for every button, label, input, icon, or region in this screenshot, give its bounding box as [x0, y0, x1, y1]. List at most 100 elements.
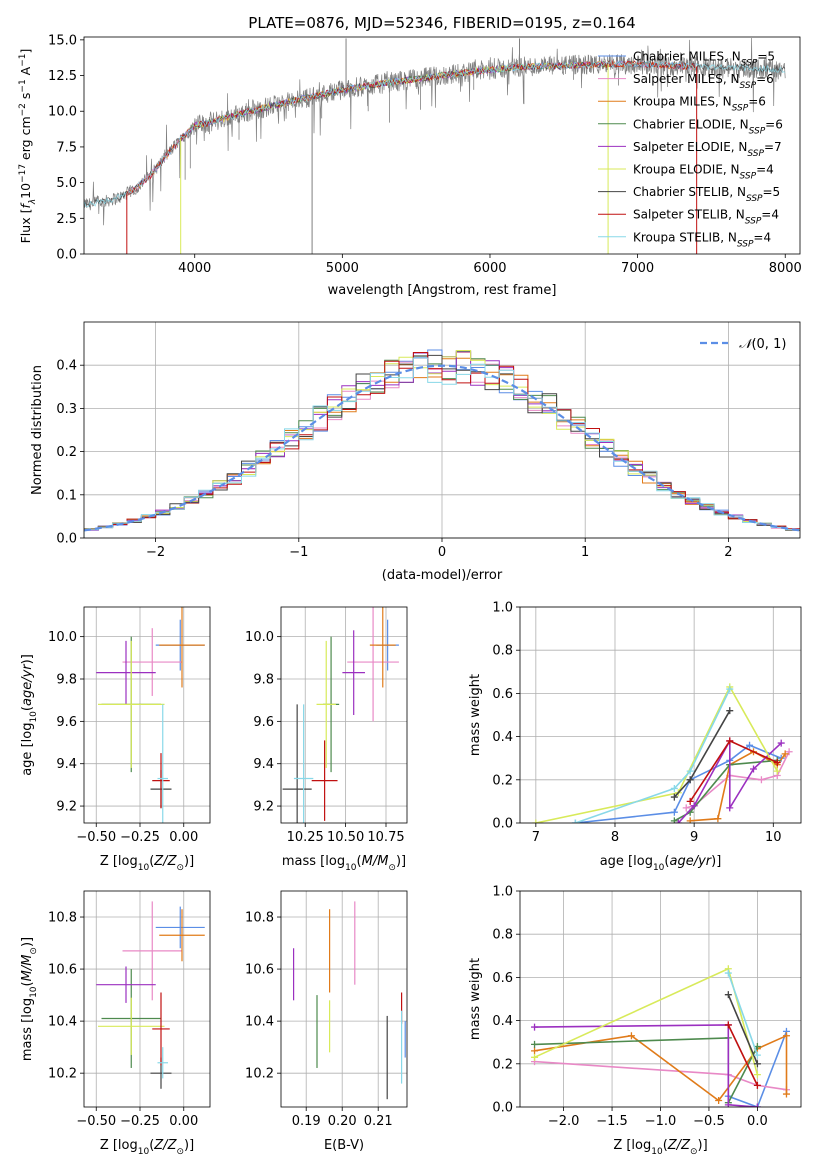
- x-tick-label: 8: [611, 830, 619, 845]
- axes-frame: [83, 36, 801, 255]
- text-part: Z [log: [613, 1138, 651, 1153]
- y-axis-label: Normed distribution: [30, 365, 45, 495]
- y-tick-label: 10.6: [245, 963, 274, 978]
- text-part: Chabrier ELODIE, N: [633, 117, 749, 131]
- axes-frame: [83, 606, 211, 824]
- x-tick-label: 6000: [473, 261, 506, 276]
- plot-area-age_vs_mass: [282, 607, 399, 823]
- y-tick-label: 0.0: [492, 1101, 513, 1116]
- legend-entry: Salpeter MILES, NSSP=6: [633, 72, 774, 91]
- x-tick-label: 7: [532, 830, 540, 845]
- text-part: age [log: [20, 723, 35, 776]
- x-axis-label: Z [log10(Z/Z⊙)]: [100, 1138, 194, 1157]
- text-part: mass [log: [20, 998, 35, 1061]
- text-part: M/M: [362, 854, 389, 869]
- mass-weight-marker-salpeter_elodie: [690, 802, 698, 810]
- mass-weight-marker-salpeter_elodie: [724, 1101, 732, 1107]
- text-part: Salpeter ELODIE, N: [633, 140, 747, 154]
- y-axis-label: mass [log10(M/M⊙)]: [20, 937, 39, 1061]
- text-part: Z/Z: [153, 1138, 177, 1153]
- mass-weight-line-kroupa_stelib: [727, 972, 759, 1056]
- axes-frame: [83, 321, 801, 539]
- text-part: Kroupa ELODIE, N: [633, 163, 740, 177]
- text-part: )]: [184, 854, 194, 869]
- mass-weight-line-chabrier_elodie: [674, 759, 778, 822]
- model-spectrum-kroupa_stelib: [84, 60, 786, 208]
- x-tick-label: 0.00: [169, 830, 198, 845]
- mass-weight-marker-chabrier_stelib: [753, 1060, 761, 1068]
- x-tick-label: −2.0: [548, 1114, 580, 1129]
- text-part: 10: [29, 711, 39, 723]
- y-tick-label: 0.4: [492, 730, 513, 745]
- mass-weight-marker-kroupa_miles: [781, 750, 789, 758]
- x-axis-label: mass [log10(M/M⊙)]: [282, 854, 406, 873]
- text-part: ⊙: [29, 947, 39, 955]
- x-tick-label: 2: [724, 545, 732, 560]
- plot-area-age_vs_Z: [96, 607, 205, 823]
- x-tick-label: 5000: [326, 261, 359, 276]
- mass-weight-line-kroupa_miles: [534, 1034, 788, 1102]
- y-tick-label: 9.6: [56, 715, 77, 730]
- mass-weight-marker-kroupa_miles: [686, 817, 694, 823]
- text-part: ⊙: [690, 1147, 698, 1157]
- text-part: )]: [396, 854, 406, 869]
- histogram-kroupa_stelib: [84, 357, 800, 538]
- plot-area-mass_vs_ebv: [293, 901, 406, 1100]
- text-part: 10: [29, 986, 39, 998]
- mass-weight-marker-salpeter_miles: [757, 776, 765, 784]
- y-tick-label: 10.4: [245, 1015, 274, 1030]
- legend-entry: Chabrier MILES, NSSP=5: [633, 50, 775, 69]
- x-tick-label: 10.50: [327, 830, 364, 845]
- text-part: mass [log: [282, 854, 345, 869]
- x-tick-label: 0.21: [364, 1114, 393, 1129]
- y-tick-label: 10.0: [48, 105, 77, 120]
- y-axis-label: mass weight: [468, 958, 483, 1040]
- plot-area-mass_weight_vs_age: [532, 683, 793, 823]
- text-part: =6: [756, 72, 774, 86]
- text-part: SSP: [747, 149, 764, 159]
- y-tick-label: 10.2: [245, 1067, 274, 1082]
- mass-weight-marker-chabrier_stelib: [686, 776, 694, 784]
- x-tick-label: −0.50: [76, 1114, 116, 1129]
- text-part: (: [149, 854, 154, 869]
- y-axis-label: age [log10(age/yr)]: [20, 654, 39, 776]
- y-tick-label: 0.4: [56, 359, 77, 374]
- x-tick-label: 0: [438, 545, 446, 560]
- text-part: 10: [653, 863, 665, 873]
- mass-weight-marker-kroupa_elodie: [531, 1053, 539, 1061]
- text-part: f: [18, 203, 33, 209]
- text-part: )]: [20, 654, 35, 664]
- text-part: age [log: [600, 854, 653, 869]
- x-tick-label: 10.75: [367, 830, 404, 845]
- axes-frame: [280, 890, 408, 1108]
- plot-area-spectrum: [84, 37, 786, 254]
- y-tick-label: 10.0: [245, 630, 274, 645]
- x-tick-label: −0.25: [120, 830, 160, 845]
- y-tick-label: 10.0: [48, 630, 77, 645]
- mass-weight-marker-chabrier_elodie: [670, 817, 678, 823]
- mass-weight-marker-kroupa_stelib: [724, 969, 732, 977]
- x-axis-label: wavelength [Angstrom, rest frame]: [328, 283, 557, 298]
- text-part: )]: [20, 937, 35, 947]
- mass-weight-marker-chabrier_miles: [746, 741, 754, 749]
- text-part: Salpeter MILES, N: [633, 72, 740, 86]
- y-tick-label: 1.0: [492, 885, 513, 900]
- text-part: erg cm: [18, 116, 33, 164]
- text-part: Z/Z: [667, 1138, 691, 1153]
- mass-weight-marker-kroupa_stelib: [753, 1051, 761, 1059]
- text-part: (0, 1): [751, 337, 786, 352]
- y-tick-label: 15.0: [48, 33, 77, 48]
- mass-weight-line-salpeter_stelib: [689, 739, 778, 802]
- text-part: =6: [765, 117, 783, 131]
- x-tick-label: −1.0: [645, 1114, 677, 1129]
- mass-weight-marker-salpeter_elodie: [674, 819, 682, 823]
- y-tick-label: 0.8: [492, 644, 513, 659]
- y-tick-label: 0.2: [492, 1057, 513, 1072]
- text-part: (: [664, 854, 669, 869]
- text-part: −1: [18, 79, 28, 92]
- legend-entry: Kroupa MILES, NSSP=6: [633, 95, 766, 114]
- text-part: SSP: [741, 59, 758, 69]
- x-axis-label: (data-model)/error: [382, 568, 503, 583]
